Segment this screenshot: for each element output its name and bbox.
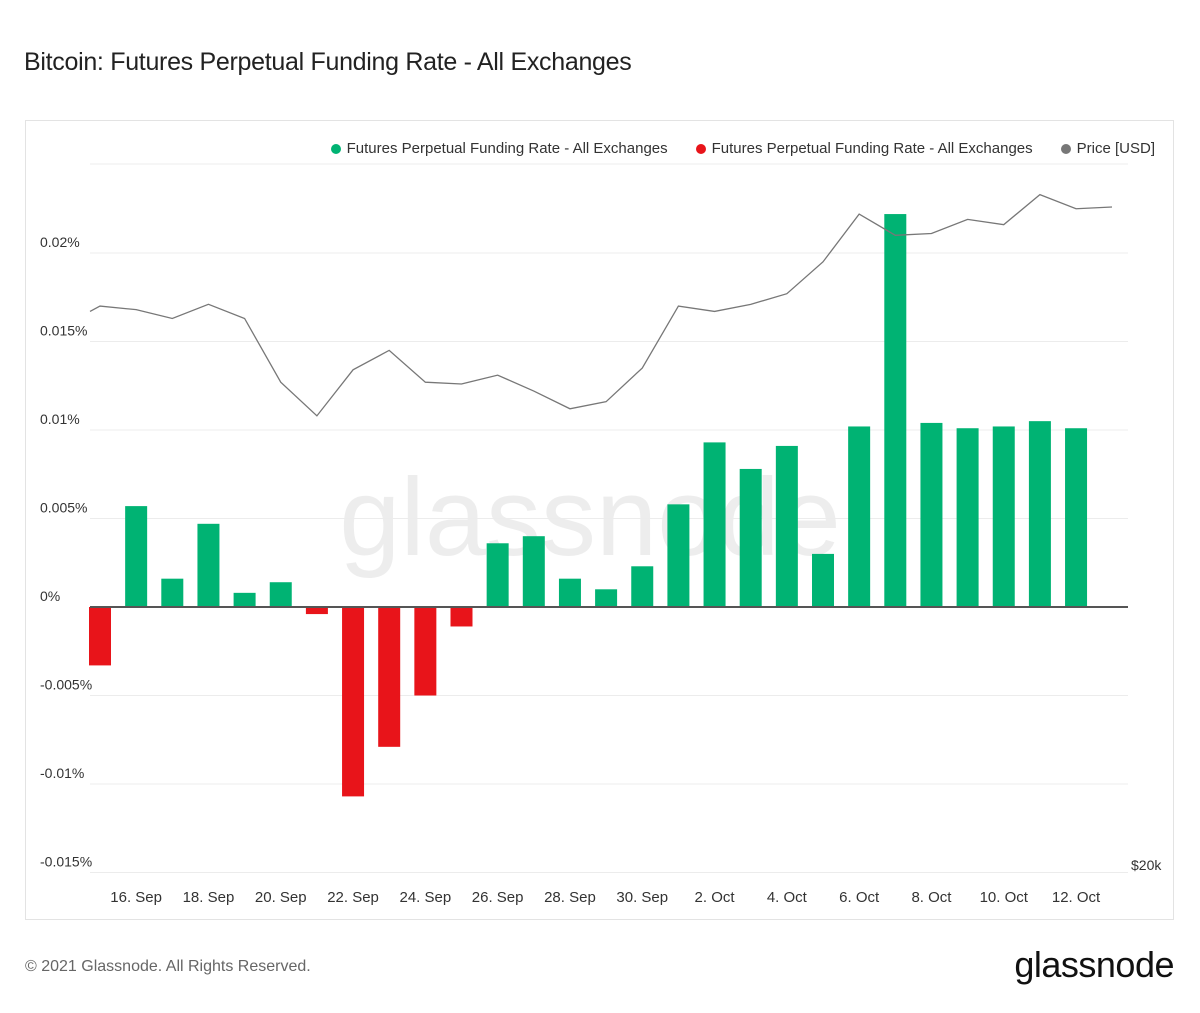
y-tick-label: 0.02% [40, 234, 80, 250]
legend-dot-negative [695, 143, 706, 154]
y-tick-label: 0.005% [40, 500, 87, 516]
bar-positive [956, 428, 979, 607]
x-tick-label: 8. Oct [911, 889, 952, 906]
price-line [89, 193, 1113, 417]
x-tick-label: 12. Oct [1052, 889, 1101, 906]
legend-dot-positive [330, 143, 341, 154]
bar-positive [269, 582, 292, 607]
bar-negative [305, 607, 328, 615]
legend-label-negative: Futures Perpetual Funding Rate - All Exc… [711, 140, 1033, 157]
legend-dot-price [1060, 143, 1071, 154]
bar-negative [342, 607, 365, 797]
legend-label-positive: Futures Perpetual Funding Rate - All Exc… [346, 140, 668, 157]
bar-positive [197, 523, 220, 607]
footer-logo[interactable]: glassnode [1014, 944, 1174, 985]
x-tick-label: 26. Sep [472, 889, 524, 906]
x-tick-label: 10. Oct [980, 889, 1029, 906]
legend-item-price[interactable]: Price [USD] [1060, 140, 1155, 157]
y-tick-label: -0.01% [40, 765, 84, 781]
bar-positive [884, 214, 907, 607]
bar-positive [667, 504, 690, 607]
bar-positive [233, 592, 256, 607]
x-tick-label: 2. Oct [695, 889, 736, 906]
bar-positive [631, 566, 654, 607]
legend-item-negative[interactable]: Futures Perpetual Funding Rate - All Exc… [695, 140, 1033, 157]
chart-legend: Futures Perpetual Funding Rate - All Exc… [330, 140, 1155, 157]
x-tick-label: 16. Sep [110, 889, 162, 906]
right-axis-label: $20k [1131, 857, 1162, 873]
bar-positive [739, 468, 762, 607]
bar-positive [1065, 428, 1088, 607]
y-tick-label: -0.005% [40, 677, 92, 693]
watermark: glassnode [339, 456, 841, 579]
x-tick-label: 28. Sep [544, 889, 596, 906]
bar-positive [1028, 421, 1051, 607]
bar-positive [775, 445, 798, 607]
bar-negative [414, 607, 437, 696]
page-title: Bitcoin: Futures Perpetual Funding Rate … [24, 48, 632, 76]
bar-positive [125, 506, 148, 607]
bar-positive [812, 553, 834, 607]
y-tick-label: -0.015% [40, 854, 92, 870]
bar-positive [486, 543, 509, 607]
bar-positive [558, 578, 581, 607]
bar-positive [992, 426, 1015, 607]
bar-positive [522, 536, 545, 607]
bar-negative [450, 607, 473, 627]
y-tick-label: 0.015% [40, 323, 87, 339]
x-tick-label: 4. Oct [767, 889, 808, 906]
x-tick-label: 6. Oct [839, 889, 880, 906]
footer-copyright: © 2021 Glassnode. All Rights Reserved. [25, 958, 311, 975]
x-tick-label: 20. Sep [255, 889, 307, 906]
y-tick-label: 0.01% [40, 411, 80, 427]
bar-positive [703, 442, 726, 607]
bar-positive [161, 578, 184, 607]
bar-positive [848, 426, 871, 607]
x-tick-label: 24. Sep [399, 889, 451, 906]
bar-negative [89, 607, 111, 666]
bar-positive [595, 589, 618, 607]
chart-panel [25, 120, 1174, 920]
legend-label-price: Price [USD] [1076, 140, 1155, 157]
bar-positive [920, 422, 943, 607]
bar-negative [378, 607, 401, 747]
legend-item-positive[interactable]: Futures Perpetual Funding Rate - All Exc… [330, 140, 668, 157]
x-tick-label: 18. Sep [183, 889, 235, 906]
y-tick-label: 0% [40, 588, 60, 604]
x-tick-label: 22. Sep [327, 889, 379, 906]
x-tick-label: 30. Sep [616, 889, 668, 906]
